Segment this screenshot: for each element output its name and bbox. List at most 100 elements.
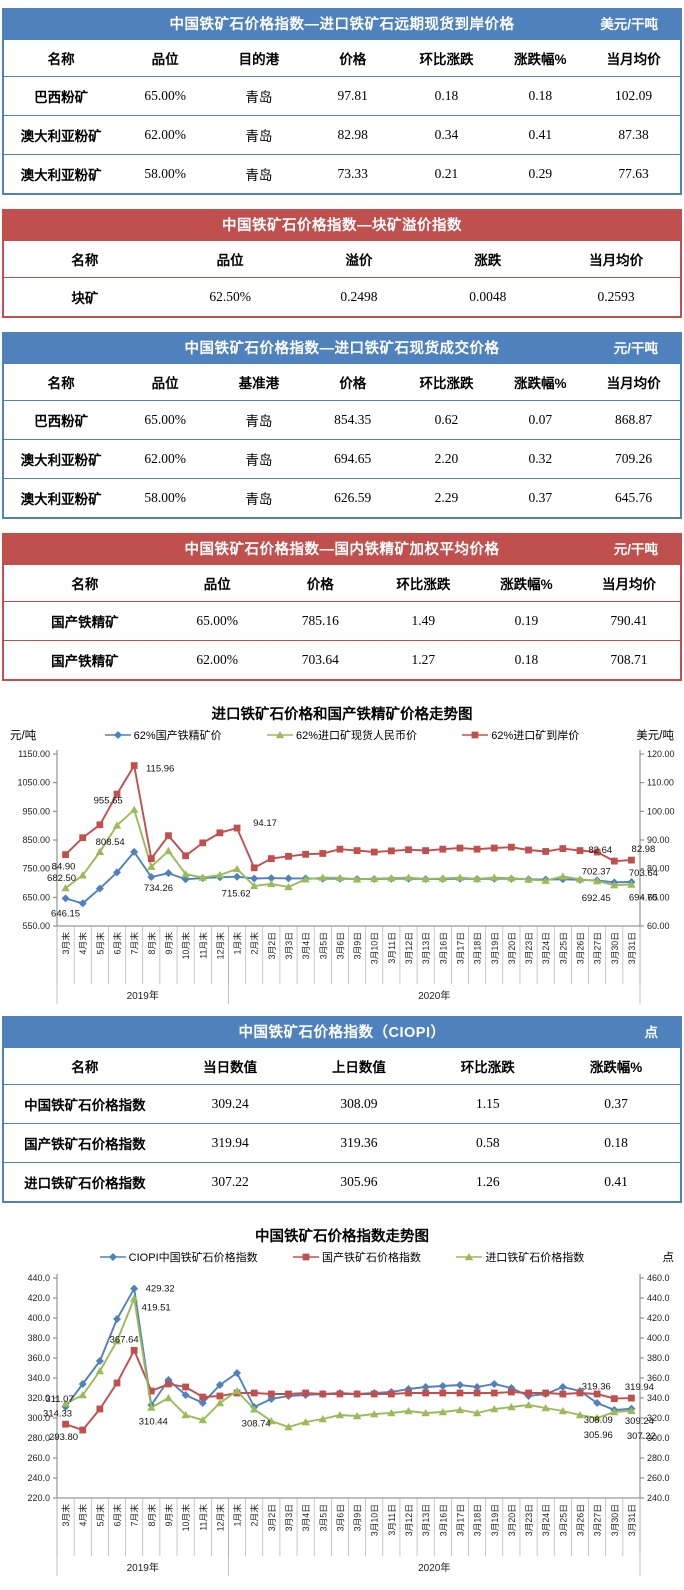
series-line-1 (61, 805, 636, 892)
table-unit-label: 美元/干吨 (600, 17, 658, 32)
import-spot-deal-table: 名称 品位 基准港 价格 环比涨跌 涨跌幅% 当月均价 巴西粉矿 65.00% 青岛 854.35 0… (2, 362, 682, 519)
y-tick-label: 260.0 (27, 1453, 50, 1463)
value-cell: 708.71 (610, 652, 648, 667)
header-row: 名称 当日数值 上日数值 环比涨跌 涨跌幅% (3, 1047, 681, 1085)
x-tick-label: 3月17日 (455, 1504, 465, 1536)
table-title: 中国铁矿石价格指数—进口铁矿石现货成交价格 (184, 340, 500, 357)
chart-legend: 62%国产铁精矿价 62%进口矿现货人民币价 62%进口矿到岸价 (66, 727, 618, 743)
x-tick-label: 7月末 (129, 1504, 140, 1527)
column-header: 品位 (151, 376, 179, 391)
x-tick-label: 3月31日 (627, 932, 637, 964)
value-cell: 0.07 (528, 412, 553, 427)
value-cell: 青岛 (245, 129, 273, 144)
table-row: 国产铁精矿 65.00% 785.16 1.49 0.19 790.41 (3, 601, 681, 641)
table-row: 澳大利亚粉矿 58.00% 青岛 73.33 0.21 0.29 77.63 (3, 154, 681, 195)
triangle-legend-marker-icon (456, 1253, 483, 1261)
value-cell: 319.94 (211, 1135, 249, 1150)
year-label: 2020年 (418, 989, 450, 1002)
left-axis-unit-label: 元/吨 (10, 730, 37, 742)
value-cell: 0.18 (514, 652, 539, 667)
chart-title: 中国铁矿石价格指数走势图 (255, 1229, 429, 1245)
value-cell: 703.64 (301, 652, 339, 667)
x-tick-label: 3月6日 (335, 932, 345, 959)
value-cell: 62.00% (144, 127, 186, 142)
value-cell: 82.98 (337, 127, 368, 142)
table-row: 进口铁矿石价格指数 307.22 305.96 1.26 0.41 (3, 1162, 681, 1203)
value-cell: 0.37 (528, 490, 553, 505)
legend-item: 62%进口矿现货人民币价 (266, 727, 417, 743)
annotation: 703.64 (629, 868, 658, 879)
x-tick-label: 3月10日 (370, 1504, 380, 1536)
row-name-cell: 澳大利亚粉矿 (20, 453, 102, 468)
value-cell: 青岛 (245, 414, 273, 429)
x-tick-label: 3月19日 (490, 932, 500, 964)
value-cell: 0.37 (604, 1096, 628, 1111)
value-cell: 0.58 (475, 1135, 500, 1150)
column-header: 涨跌幅% (514, 52, 567, 67)
index-trend-chart-svg: 220.0 240.0 260.0 280.0 300.0 320.0 340.0 360.0… (27, 1273, 670, 1576)
row-name-cell: 国产铁矿石价格指数 (24, 1137, 146, 1152)
value-cell: 73.33 (337, 166, 368, 181)
y-tick-label: 260.0 (647, 1473, 670, 1483)
x-tick-label: 3月18日 (473, 932, 483, 964)
x-tick-label: 1月末 (232, 932, 243, 955)
x-tick-label: 3月16日 (438, 1504, 448, 1536)
annotation: 82.64 (588, 845, 612, 856)
y-tick-label: 750.00 (22, 864, 50, 874)
value-cell: 0.29 (528, 166, 553, 181)
column-header: 基准港 (238, 376, 280, 391)
y-tick-label: 300.0 (27, 1413, 50, 1423)
value-cell: 青岛 (245, 453, 273, 468)
chart-head: CIOPI中国铁矿石价格指数 国产铁矿石价格指数 进口铁矿石价格指数 点 (0, 1248, 684, 1266)
table-unit-label: 元/干吨 (613, 341, 658, 356)
value-cell: 65.00% (196, 613, 239, 628)
lump-premium-table: 名称 品位 溢价 涨跌 当月均价 块矿 62.50% 0.2498 0.0048 0.2593 (2, 239, 682, 318)
annotation: 319.36 (582, 1382, 611, 1393)
x-tick-label: 3月23日 (524, 932, 534, 964)
annotation: 646.15 (51, 908, 80, 919)
y-tick-label: 650.00 (22, 892, 50, 902)
value-cell: 0.41 (604, 1174, 628, 1189)
y-tick-label: 850.00 (22, 835, 50, 845)
x-tick-label: 3月25日 (558, 932, 568, 964)
table-row: 中国铁矿石价格指数 309.24 308.09 1.15 0.37 (3, 1084, 681, 1124)
x-tick-label: 3月13日 (421, 932, 431, 964)
value-cell: 65.00% (144, 88, 186, 103)
table-header-band: 中国铁矿石价格指数—国内铁精矿加权平均价格 元/干吨 (2, 533, 682, 563)
ciopi-report-page: 中国铁矿石价格指数—进口铁矿石远期现货到岸价格 美元/干吨 名称 品位 目的港 价格环… (0, 8, 684, 1580)
y-tick-label: 440.0 (27, 1273, 50, 1283)
value-cell: 0.34 (434, 127, 459, 142)
value-cell: 58.00% (144, 166, 186, 181)
x-tick-label: 2月末 (249, 932, 260, 955)
x-tick-label: 3月6日 (335, 1504, 345, 1531)
value-cell: 1.27 (411, 652, 436, 667)
x-tick-label: 11月末 (197, 932, 208, 959)
annotation: 715.62 (222, 889, 251, 900)
year-label: 2019年 (127, 1561, 159, 1574)
header-row: 名称 品位 溢价 涨跌 当月均价 (3, 240, 681, 278)
annotation: 429.32 (146, 1284, 175, 1295)
legend-item: 62%国产铁精矿价 (104, 727, 222, 743)
x-tick-label: 3月11日 (387, 932, 397, 964)
y-tick-label: 320.0 (27, 1393, 50, 1403)
x-tick-label: 4月末 (77, 1504, 88, 1527)
annotation: 308.74 (242, 1418, 271, 1429)
x-tick-label: 3月31日 (627, 1504, 637, 1536)
x-tick-label: 3月18日 (473, 1504, 483, 1536)
y-tick-label: 360.0 (647, 1373, 670, 1383)
column-header: 上日数值 (331, 1060, 386, 1075)
value-cell: 0.18 (528, 88, 553, 103)
y-tick-label: 440.0 (647, 1293, 670, 1303)
y-tick-label: 240.0 (27, 1473, 50, 1483)
y-tick-label: 400.0 (27, 1313, 50, 1323)
column-header: 品位 (151, 52, 179, 67)
value-cell: 694.65 (334, 451, 372, 466)
value-cell: 319.36 (340, 1135, 378, 1150)
legend-item: 62%进口矿到岸价 (462, 727, 579, 743)
value-cell: 0.32 (528, 451, 553, 466)
column-header: 涨跌 (474, 253, 502, 268)
x-tick-label: 3月24日 (541, 932, 551, 964)
column-header: 环比涨跌 (460, 1060, 515, 1075)
x-tick-label: 3月10日 (370, 932, 380, 964)
column-header: 价格 (339, 52, 367, 67)
